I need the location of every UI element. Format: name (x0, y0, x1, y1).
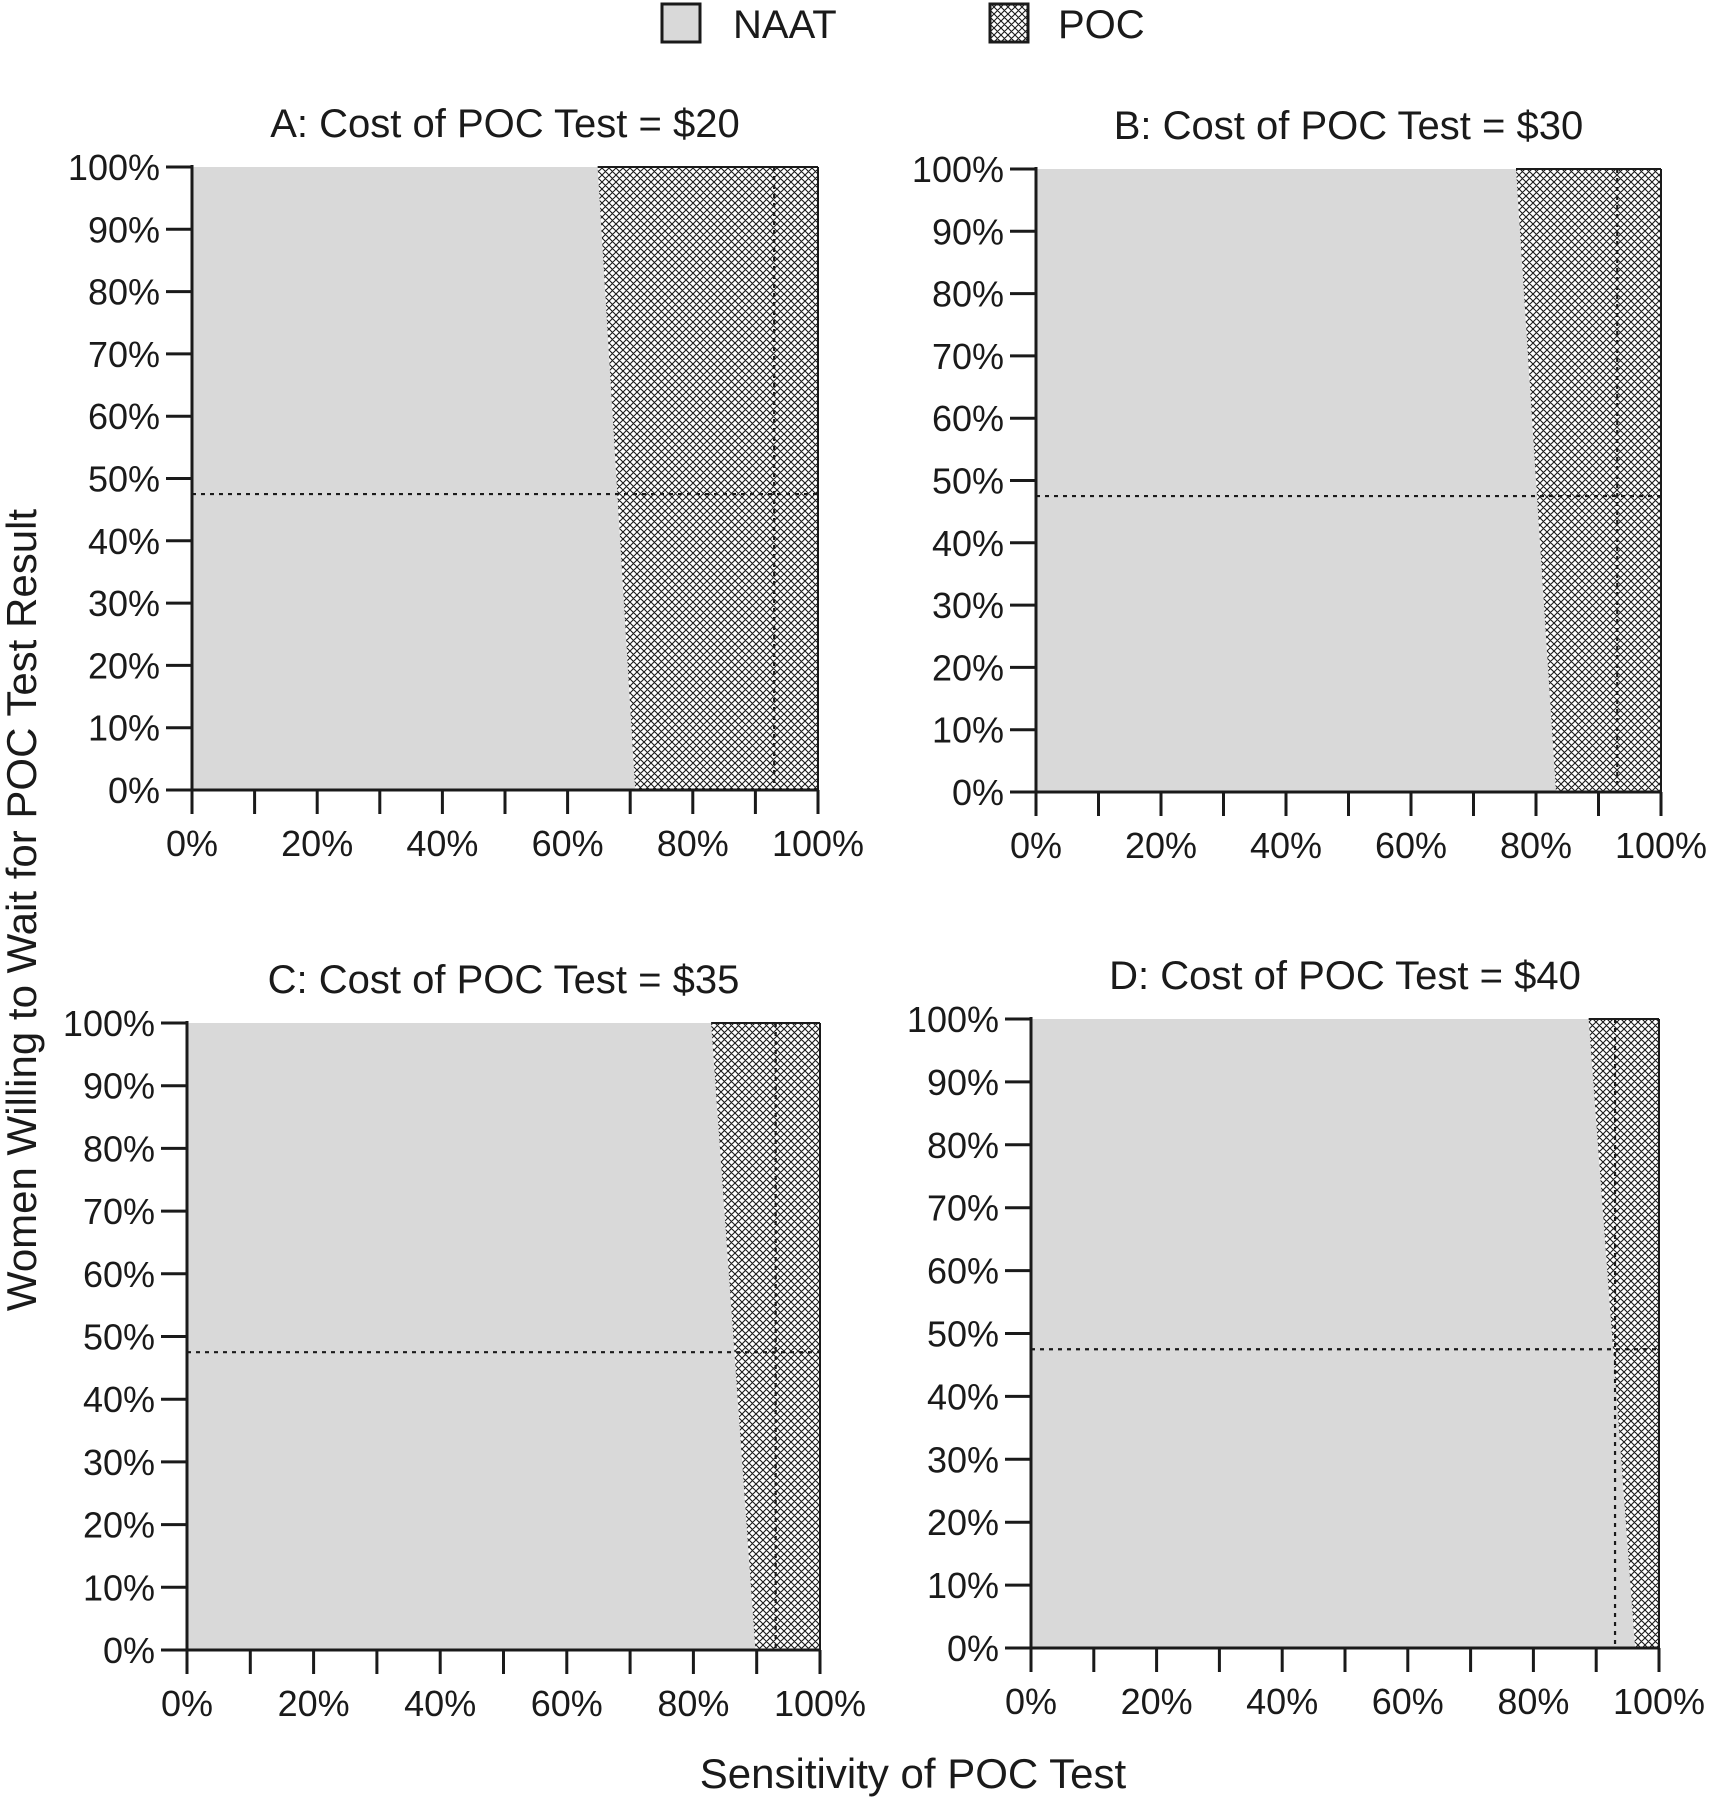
panel-a-x-tick-label: 40% (406, 823, 478, 864)
panel-a-y-tick-label: 80% (88, 272, 160, 313)
panel-c-x-tick-label: 20% (278, 1683, 350, 1724)
panel-a-y-tick-label: 70% (88, 334, 160, 375)
panel-c-y-tick-label: 50% (83, 1317, 155, 1358)
legend-swatch-naat (660, 2, 702, 44)
panel-a-y-tick-label: 40% (88, 521, 160, 562)
y-axis-title: Women Willing to Wait for POC Test Resul… (0, 509, 45, 1311)
panel-a-y-tick-label: 20% (88, 645, 160, 686)
panel-b-x-tick-label: 0% (1010, 825, 1062, 866)
panel-c-y-tick-label: 80% (83, 1128, 155, 1169)
panel-d-y-tick-label: 30% (927, 1439, 999, 1480)
panel-a-x-tick-label: 0% (166, 823, 218, 864)
panel-c-y-tick-label: 90% (83, 1066, 155, 1107)
panel-b-y-tick-label: 90% (932, 211, 1004, 252)
panel-b-y-tick-label: 100% (912, 149, 1004, 190)
panel-b-y-tick-label: 80% (932, 274, 1004, 315)
panel-b-y-tick-label: 40% (932, 523, 1004, 564)
panel-d-x-tick-label: 80% (1497, 1681, 1569, 1722)
panel-b-x-tick-label: 80% (1500, 825, 1572, 866)
panel-d-y-tick-label: 0% (947, 1628, 999, 1669)
panel-a: 0% 10% 20% 30% 40% 50% 60% 70% 80% 90% 100% 0% 20% 40… (68, 102, 864, 864)
panel-c-x-tick-label: 80% (657, 1683, 729, 1724)
panel-c-poc-region (711, 1023, 820, 1650)
panel-b-x-tick-label: 20% (1125, 825, 1197, 866)
panel-d-y-tick-label: 40% (927, 1376, 999, 1417)
panel-b-x-tick-label: 100% (1615, 825, 1707, 866)
panel-b-y-tick-label: 60% (932, 398, 1004, 439)
panel-a-y-tick-label: 60% (88, 396, 160, 437)
panel-d-y-tick-label: 50% (927, 1314, 999, 1355)
panel-d-title: D: Cost of POC Test = $40 (1109, 954, 1581, 998)
panel-a-x-tick-label: 80% (657, 823, 729, 864)
panel-d-x-tick-label: 100% (1613, 1681, 1705, 1722)
panel-a-poc-region (597, 167, 818, 790)
panel-d-poc-region (1588, 1019, 1659, 1648)
panel-c-x-tick-label: 60% (531, 1683, 603, 1724)
panel-c-y-tick-label: 70% (83, 1191, 155, 1232)
panel-b-y-tick-label: 30% (932, 585, 1004, 626)
panel-a-y-tick-label: 90% (88, 209, 160, 250)
panel-b-y-tick-label: 70% (932, 336, 1004, 377)
panel-a-y-tick-label: 100% (68, 147, 160, 188)
panel-a-x-tick-label: 20% (281, 823, 353, 864)
panel-c-x-tick-label: 100% (774, 1683, 866, 1724)
panel-a-y-tick-label: 10% (88, 708, 160, 749)
panel-c-y-tick-label: 100% (63, 1003, 155, 1044)
panel-a-y-tick-label: 50% (88, 459, 160, 500)
panel-d-x-tick-label: 0% (1005, 1681, 1057, 1722)
legend-label-naat: NAAT (733, 3, 837, 47)
panel-b-y-tick-label: 50% (932, 461, 1004, 502)
panel-b-x-tick-label: 40% (1250, 825, 1322, 866)
panel-b-y-tick-label: 10% (932, 710, 1004, 751)
panel-c-naat-region (187, 1023, 820, 1650)
panel-b-y-tick-label: 0% (952, 772, 1004, 813)
panel-c-x-tick-label: 0% (161, 1683, 213, 1724)
panel-b-poc-region (1516, 169, 1661, 792)
panel-c-y-tick-label: 0% (103, 1630, 155, 1671)
panel-a-x-tick-label: 60% (532, 823, 604, 864)
panel-d-y-tick-label: 60% (927, 1251, 999, 1292)
legend: NAAT POC (660, 2, 1145, 47)
x-axis-title: Sensitivity of POC Test (700, 1750, 1127, 1797)
panel-c-y-tick-label: 10% (83, 1567, 155, 1608)
panel-c-x-tick-label: 40% (404, 1683, 476, 1724)
legend-swatch-poc (988, 2, 1030, 44)
panel-d-x-tick-label: 20% (1121, 1681, 1193, 1722)
panel-a-x-tick-label: 100% (772, 823, 864, 864)
panel-c: 0% 10% 20% 30% 40% 50% 60% 70% 80% 90% 100% 0% 20% 40… (63, 958, 866, 1724)
panel-c-y-tick-label: 60% (83, 1254, 155, 1295)
panel-b-x-tick-label: 60% (1375, 825, 1447, 866)
panel-d-x-tick-label: 40% (1246, 1681, 1318, 1722)
panel-d-y-tick-label: 100% (907, 999, 999, 1040)
panel-d-y-tick-label: 70% (927, 1188, 999, 1229)
panel-b: 0% 10% 20% 30% 40% 50% 60% 70% 80% 90% 100% 0% 20% 40… (912, 104, 1707, 866)
panel-d-naat-region (1031, 1019, 1659, 1648)
panel-d-x-tick-label: 60% (1372, 1681, 1444, 1722)
panel-d-y-tick-label: 90% (927, 1062, 999, 1103)
legend-label-poc: POC (1058, 3, 1145, 47)
panel-c-y-tick-label: 20% (83, 1505, 155, 1546)
panel-a-y-tick-label: 30% (88, 583, 160, 624)
panel-c-y-tick-label: 40% (83, 1379, 155, 1420)
panel-b-title: B: Cost of POC Test = $30 (1114, 104, 1584, 148)
panel-a-y-tick-label: 0% (108, 770, 160, 811)
panel-d: 0% 10% 20% 30% 40% 50% 60% 70% 80% 90% 100% 0% 20% 40… (907, 954, 1705, 1722)
panel-d-y-tick-label: 10% (927, 1565, 999, 1606)
panel-a-title: A: Cost of POC Test = $20 (270, 102, 740, 146)
panel-c-y-tick-label: 30% (83, 1442, 155, 1483)
panel-c-title: C: Cost of POC Test = $35 (268, 958, 740, 1002)
panel-d-y-tick-label: 80% (927, 1125, 999, 1166)
panel-d-y-tick-label: 20% (927, 1502, 999, 1543)
panel-b-y-tick-label: 20% (932, 647, 1004, 688)
